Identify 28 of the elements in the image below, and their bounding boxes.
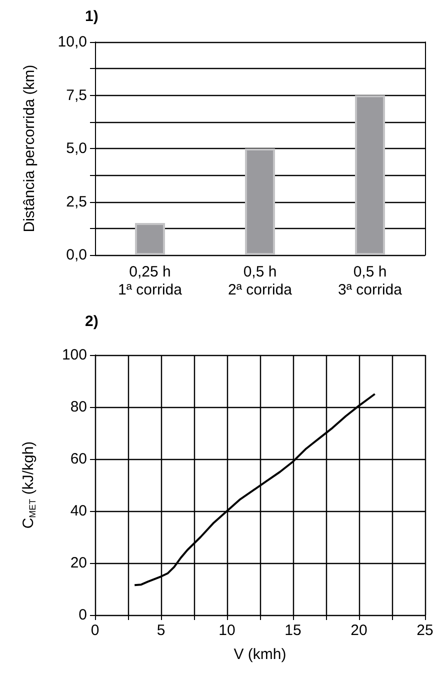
x-tick-label: 0,5 h 2ª corrida bbox=[228, 264, 293, 298]
y-tick-label: 5,0 bbox=[66, 140, 87, 157]
y-tick-label: 20 bbox=[70, 554, 87, 572]
x-tick-label: 5 bbox=[156, 622, 166, 639]
y-tick-label: 100 bbox=[62, 346, 87, 364]
chart-title: 1) bbox=[85, 8, 98, 25]
x-tick-label: 0,5 h 3ª corrida bbox=[338, 264, 403, 298]
x-tick-label: 0,25 h 1ª corrida bbox=[118, 264, 183, 298]
y-tick-label: 0,0 bbox=[66, 246, 87, 264]
y-tick-label: 60 bbox=[70, 450, 87, 468]
y-tick-label: 0 bbox=[78, 606, 87, 624]
x-tick-label: 10 bbox=[218, 622, 236, 639]
y-tick-label: 10,0 bbox=[58, 34, 87, 50]
bar bbox=[135, 223, 165, 255]
x-tick-label: 25 bbox=[416, 622, 434, 639]
x-tick-label: 15 bbox=[284, 622, 302, 639]
y-tick-label: 40 bbox=[70, 502, 87, 520]
chart-title: 2) bbox=[85, 313, 98, 330]
y-axis-title: CMET (kJ/kgh) bbox=[20, 441, 38, 529]
x-tick-label: 20 bbox=[350, 622, 368, 639]
x-axis-title: V (kmh) bbox=[234, 646, 286, 663]
y-tick-label: 2,5 bbox=[66, 193, 87, 210]
y-axis-title: Distância percorrida (km) bbox=[21, 64, 38, 232]
y-tick-label: 80 bbox=[70, 398, 87, 416]
bar bbox=[245, 148, 275, 255]
x-tick-label: 0 bbox=[90, 622, 100, 639]
y-tick-label: 7,5 bbox=[66, 86, 87, 104]
bar bbox=[355, 95, 385, 255]
